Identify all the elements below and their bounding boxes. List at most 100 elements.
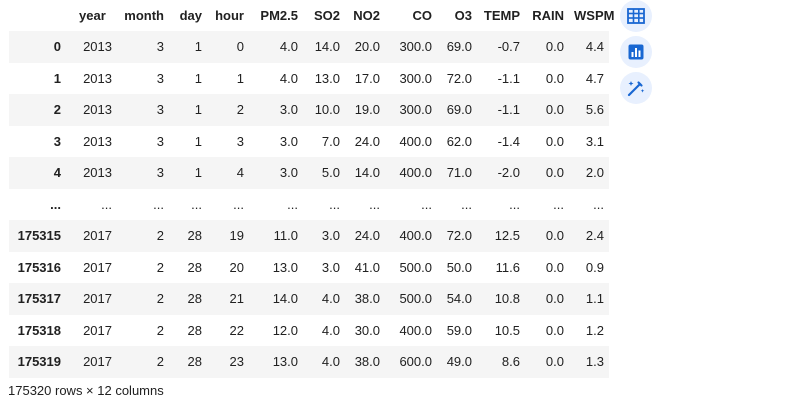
row-index: ... — [50, 196, 61, 212]
column-header: O3 — [454, 8, 472, 23]
table-cell: 2 — [156, 259, 164, 275]
table-cell: 2 — [156, 354, 164, 370]
table-cell: 38.0 — [354, 354, 380, 370]
table-cell: 2 — [156, 291, 164, 307]
table-cell: ... — [553, 196, 564, 212]
table-cell: 2017 — [83, 291, 112, 307]
table-cell: 62.0 — [446, 133, 472, 149]
table-cell: 2013 — [83, 165, 112, 181]
table-cell: 3 — [156, 133, 164, 149]
table-row: 1 2013 3 1 1 4.0 13.0 17.0 300.0 72.0 -1.1 0.0 4.7 — [9, 62, 609, 94]
table-cell: 2017 — [83, 259, 112, 275]
table-cell: 0.0 — [545, 322, 564, 338]
table-row: 175318 2017 2 28 22 12.0 4.0 30.0 400.0 59.0 10.5 0… — [9, 314, 609, 346]
column-header: WSPM — [574, 8, 615, 23]
table-cell: 4.7 — [585, 70, 604, 86]
table-cell: 72.0 — [446, 70, 472, 86]
table-cell: 28 — [187, 259, 202, 275]
table-row: 0 2013 3 1 0 4.0 14.0 20.0 300.0 69.0 -0.7 0.0 4.4 — [9, 31, 609, 63]
table-cell: 1.2 — [585, 322, 604, 338]
table-cell: 54.0 — [446, 291, 472, 307]
row-index: 175315 — [17, 228, 61, 244]
table-cell: 2.0 — [585, 165, 604, 181]
row-index: 175316 — [17, 259, 61, 275]
table-icon — [626, 6, 646, 26]
column-header: day — [179, 8, 202, 23]
table-cell: -1.1 — [497, 70, 520, 86]
table-cell: 1 — [236, 70, 244, 86]
row-index: 175317 — [17, 291, 61, 307]
table-cell: 28 — [187, 228, 202, 244]
table-cell: 13.0 — [272, 354, 298, 370]
table-cell: 4.0 — [279, 39, 298, 55]
column-header: year — [79, 8, 106, 23]
table-cell: 13.0 — [314, 70, 340, 86]
table-cell: ... — [509, 196, 520, 212]
convert-to-interactive-table-button[interactable] — [620, 0, 652, 32]
table-cell: 300.0 — [399, 102, 432, 118]
table-cell: 2 — [156, 228, 164, 244]
table-cell: 12.0 — [272, 322, 298, 338]
table-cell: -0.7 — [497, 39, 520, 55]
table-row: 175317 2017 2 28 21 14.0 4.0 38.0 500.0 54.0 10.8 0… — [9, 283, 609, 315]
row-index: 0 — [53, 39, 61, 55]
table-cell: 1 — [194, 70, 202, 86]
table-cell: 24.0 — [354, 228, 380, 244]
table-row: 175315 2017 2 28 19 11.0 3.0 24.0 400.0 72.0 12.5 0… — [9, 220, 609, 252]
table-cell: 19.0 — [354, 102, 380, 118]
table-cell: 4.4 — [585, 39, 604, 55]
table-cell: 2013 — [83, 70, 112, 86]
table-cell: 7.0 — [321, 133, 340, 149]
table-cell: 38.0 — [354, 291, 380, 307]
table-cell: 0.0 — [545, 228, 564, 244]
table-cell: 72.0 — [446, 228, 472, 244]
generate-code-button[interactable] — [620, 72, 652, 104]
table-cell: 1 — [194, 165, 202, 181]
table-cell: 3 — [156, 102, 164, 118]
column-header: TEMP — [483, 8, 520, 23]
table-cell: 11.0 — [273, 228, 298, 244]
row-index: 175318 — [17, 322, 61, 338]
dataframe-shape-label: 175320 rows × 12 columns — [8, 383, 164, 398]
table-cell: ... — [369, 196, 380, 212]
table-cell: 4.0 — [321, 322, 340, 338]
table-cell: 69.0 — [446, 39, 472, 55]
table-cell: 10.5 — [494, 322, 520, 338]
table-cell: 69.0 — [446, 102, 472, 118]
table-cell: 0.0 — [545, 165, 564, 181]
table-cell: 11.6 — [495, 259, 520, 275]
table-header: year month day hour PM2.5 SO2 NO2 CO O3 TEMP RAIN W… — [9, 0, 615, 31]
table-cell: 0.0 — [545, 102, 564, 118]
index-header — [9, 0, 71, 31]
row-index: 4 — [53, 165, 61, 181]
column-header: NO2 — [353, 8, 380, 23]
table-cell: 3.0 — [321, 259, 340, 275]
table-cell: 2013 — [83, 39, 112, 55]
row-index: 2 — [53, 102, 61, 118]
table-cell: 14.0 — [354, 165, 380, 181]
table-cell: 71.0 — [446, 165, 472, 181]
table-cell: 4.0 — [321, 291, 340, 307]
suggest-charts-button[interactable] — [620, 36, 652, 68]
table-cell: 22 — [229, 322, 244, 338]
table-cell: 2013 — [83, 102, 112, 118]
table-cell: 3 — [236, 133, 244, 149]
table-cell: 2.4 — [585, 228, 604, 244]
table-cell: 1.1 — [585, 291, 604, 307]
table-cell: 13.0 — [272, 259, 298, 275]
table-cell: 400.0 — [399, 133, 432, 149]
column-header: PM2.5 — [260, 8, 298, 23]
table-cell: 30.0 — [354, 322, 380, 338]
table-cell: 0.0 — [545, 291, 564, 307]
table-cell: 300.0 — [399, 39, 432, 55]
table-cell: ... — [593, 196, 604, 212]
table-cell: -1.4 — [497, 133, 520, 149]
table-cell: ... — [421, 196, 432, 212]
table-cell: 50.0 — [446, 259, 472, 275]
table-cell: 3.1 — [585, 133, 604, 149]
table-cell: 4 — [236, 165, 244, 181]
header-row: year month day hour PM2.5 SO2 NO2 CO O3 TEMP RAIN W… — [9, 0, 615, 31]
column-header: SO2 — [313, 8, 340, 23]
table-row: 3 2013 3 1 3 3.0 7.0 24.0 400.0 62.0 -1.4 0.0 3.1 — [9, 125, 609, 157]
table-cell: 2 — [236, 102, 244, 118]
